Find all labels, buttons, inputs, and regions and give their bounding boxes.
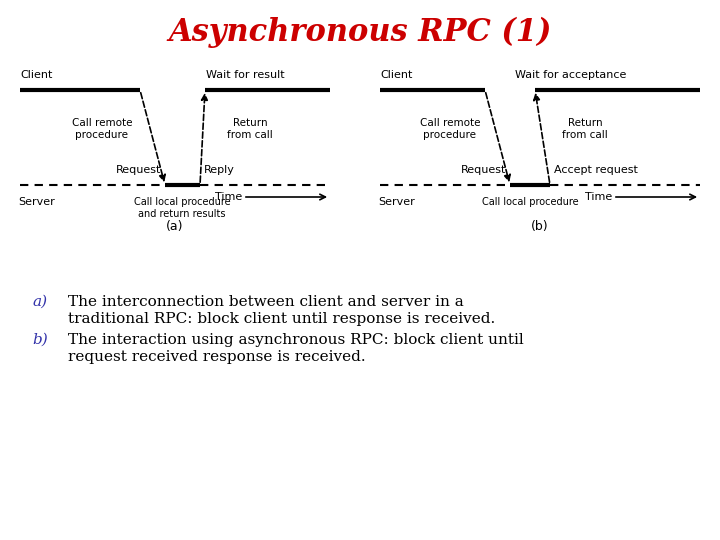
Text: Call local procedure: Call local procedure — [482, 197, 578, 207]
Text: Return
from call: Return from call — [562, 118, 608, 140]
Text: Wait for result: Wait for result — [206, 70, 284, 80]
Text: The interaction using asynchronous RPC: block client until: The interaction using asynchronous RPC: … — [68, 333, 523, 347]
Text: b): b) — [32, 333, 48, 347]
Text: traditional RPC: block client until response is received.: traditional RPC: block client until resp… — [68, 312, 495, 326]
Text: Request: Request — [116, 165, 161, 175]
Text: a): a) — [32, 295, 47, 309]
Text: Client: Client — [20, 70, 53, 80]
Text: Asynchronous RPC (1): Asynchronous RPC (1) — [168, 16, 552, 48]
Text: Call remote
procedure: Call remote procedure — [420, 118, 480, 140]
Text: Server: Server — [18, 197, 55, 207]
Text: Time: Time — [585, 192, 612, 202]
Text: Client: Client — [380, 70, 413, 80]
Text: Call remote
procedure: Call remote procedure — [72, 118, 132, 140]
Text: request received response is received.: request received response is received. — [68, 350, 366, 364]
Text: (b): (b) — [531, 220, 549, 233]
Text: Call local procedure
and return results: Call local procedure and return results — [134, 197, 230, 219]
Text: Return
from call: Return from call — [227, 118, 273, 140]
Text: The interconnection between client and server in a: The interconnection between client and s… — [68, 295, 464, 309]
Text: (a): (a) — [166, 220, 184, 233]
Text: Accept request: Accept request — [554, 165, 638, 175]
Text: Wait for acceptance: Wait for acceptance — [515, 70, 626, 80]
Text: Server: Server — [378, 197, 415, 207]
Text: Reply: Reply — [204, 165, 235, 175]
Text: Request: Request — [461, 165, 506, 175]
Text: Time: Time — [215, 192, 242, 202]
